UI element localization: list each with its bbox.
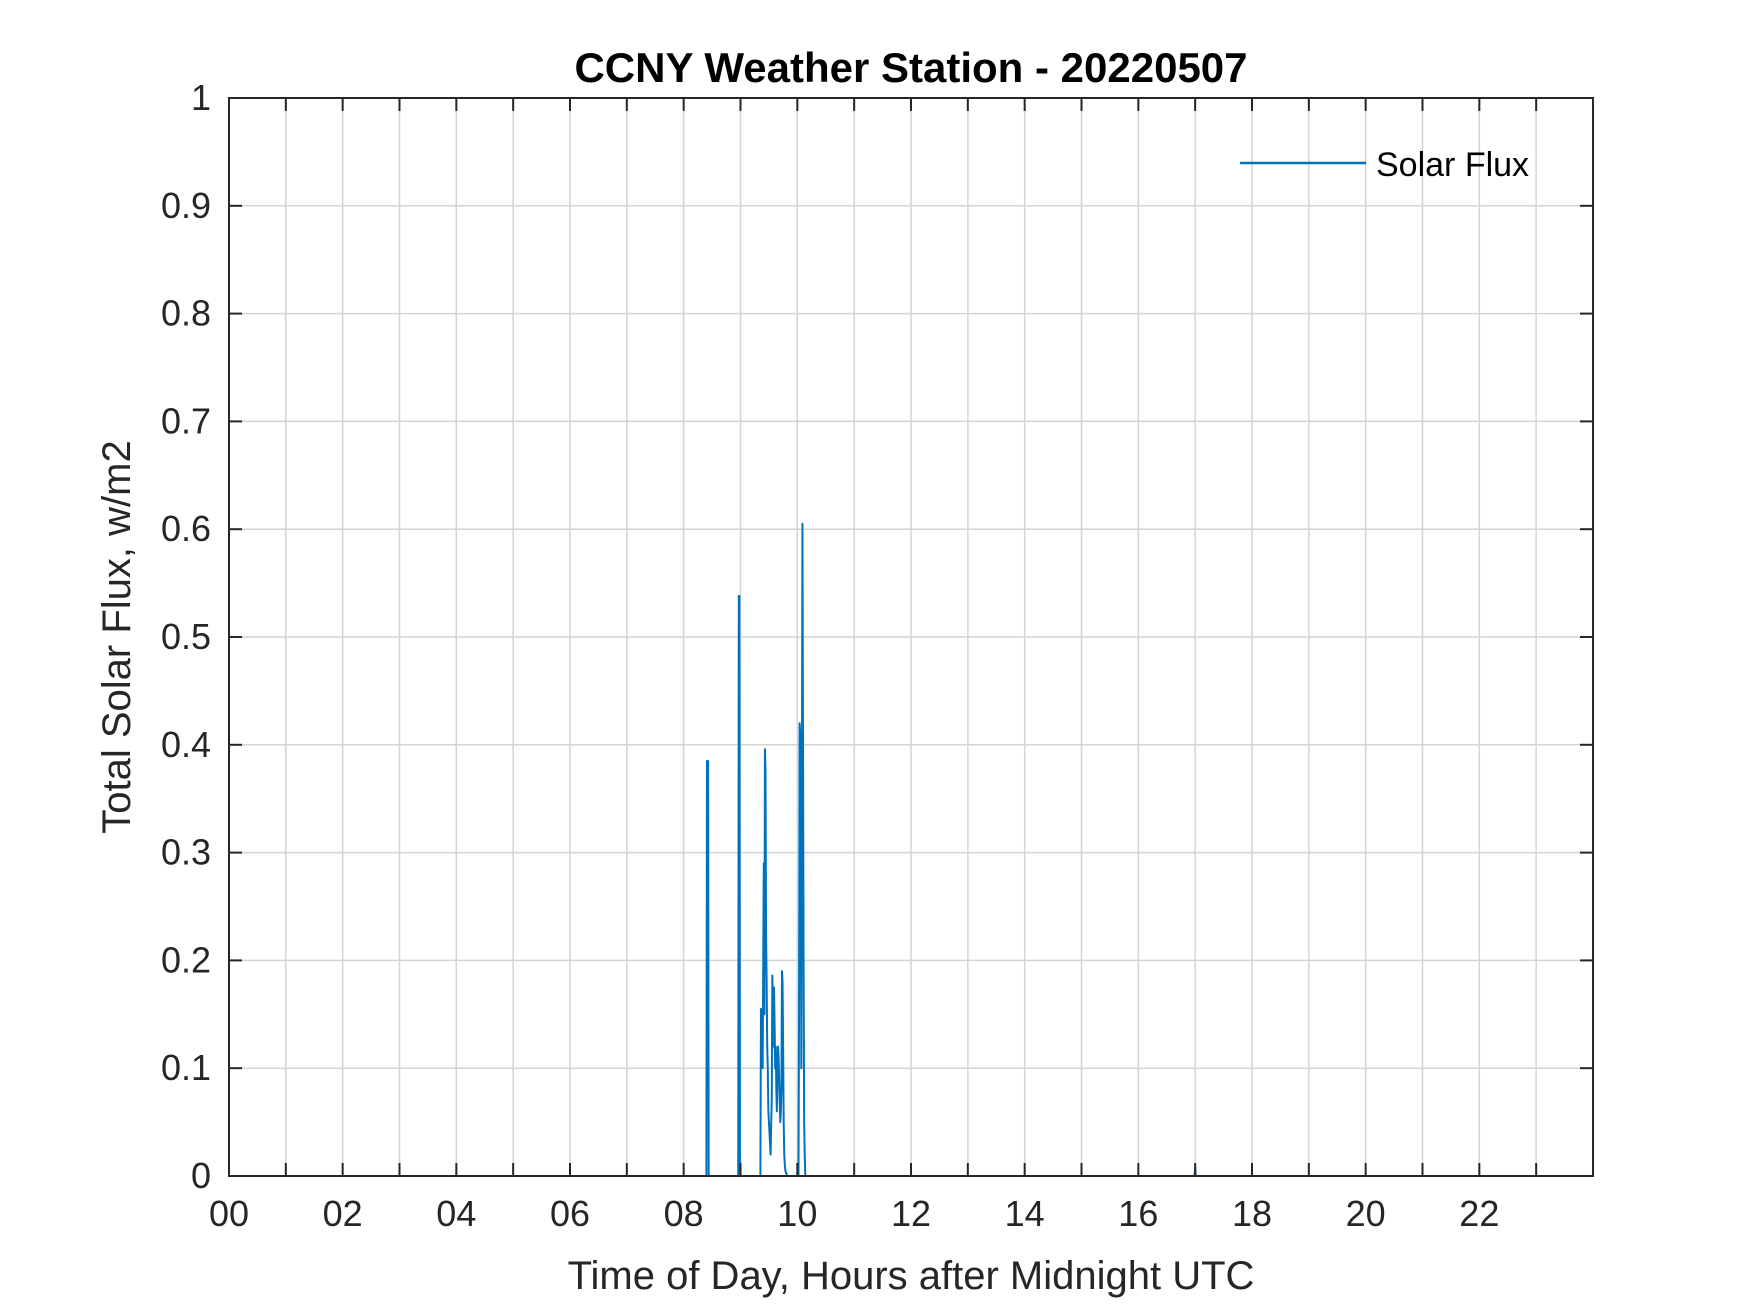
x-tick-label: 20 (1346, 1193, 1386, 1234)
y-tick-label: 0.8 (161, 293, 211, 334)
x-tick-label: 04 (436, 1193, 476, 1234)
chart-title: CCNY Weather Station - 20220507 (574, 44, 1247, 91)
x-tick-labels: 00 02 04 06 08 10 12 14 16 18 20 22 (209, 1193, 1499, 1234)
y-tick-label: 0.3 (161, 832, 211, 873)
x-tick-label: 06 (550, 1193, 590, 1234)
x-tick-label: 16 (1118, 1193, 1158, 1234)
x-tick-label: 14 (1005, 1193, 1045, 1234)
y-tick-label: 0.4 (161, 724, 211, 765)
x-tick-label: 12 (891, 1193, 931, 1234)
x-tick-label: 22 (1459, 1193, 1499, 1234)
y-tick-label: 0.1 (161, 1047, 211, 1088)
x-tick-label: 18 (1232, 1193, 1272, 1234)
x-tick-label: 10 (777, 1193, 817, 1234)
legend-label-solar-flux: Solar Flux (1376, 146, 1529, 184)
y-tick-label: 1 (191, 77, 211, 118)
series-layer (229, 522, 1593, 1177)
y-tick-label: 0.5 (161, 616, 211, 657)
x-tick-label: 08 (664, 1193, 704, 1234)
grid (229, 98, 1593, 1176)
y-axis-label: Total Solar Flux, w/m2 (95, 440, 139, 833)
y-tick-label: 0.2 (161, 939, 211, 980)
y-tick-label: 0.7 (161, 400, 211, 441)
y-tick-label: 0.6 (161, 508, 211, 549)
x-axis-label: Time of Day, Hours after Midnight UTC (568, 1254, 1255, 1298)
series-line-solar-flux (229, 522, 1593, 1177)
tick-marks (228, 97, 1593, 1177)
x-tick-label: 00 (209, 1193, 249, 1234)
x-tick-label: 02 (323, 1193, 363, 1234)
y-tick-label: 0 (191, 1155, 211, 1196)
y-tick-label: 0.9 (161, 185, 211, 226)
legend: Solar Flux (1240, 146, 1529, 184)
y-tick-labels: 0 0.1 0.2 0.3 0.4 0.5 0.6 0.7 0.8 0.9 1 (161, 77, 211, 1196)
